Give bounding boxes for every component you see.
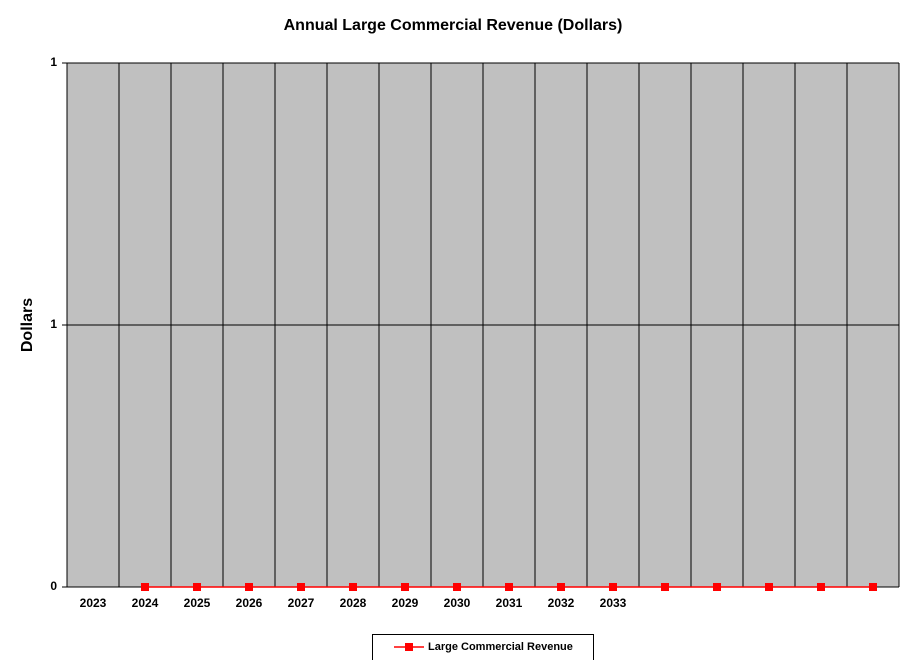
point-marker bbox=[661, 583, 669, 591]
point-marker bbox=[453, 583, 461, 591]
x-tick-label: 2029 bbox=[392, 596, 419, 610]
x-tick-label: 2028 bbox=[340, 596, 367, 610]
point-marker bbox=[505, 583, 513, 591]
point-marker bbox=[297, 583, 305, 591]
legend-label: Large Commercial Revenue bbox=[428, 641, 573, 653]
y-tick-label: 1 bbox=[50, 317, 57, 331]
x-tick-label: 2024 bbox=[132, 596, 159, 610]
point-marker bbox=[713, 583, 721, 591]
x-tick-label: 2023 bbox=[80, 596, 107, 610]
x-tick-label: 2030 bbox=[444, 596, 471, 610]
y-axis-label: Dollars bbox=[19, 298, 36, 352]
point-marker bbox=[245, 583, 253, 591]
point-marker bbox=[141, 583, 149, 591]
chart-title: Annual Large Commercial Revenue (Dollars… bbox=[284, 17, 623, 34]
x-tick-label: 2027 bbox=[288, 596, 315, 610]
point-marker bbox=[349, 583, 357, 591]
x-tick-label: 2026 bbox=[236, 596, 263, 610]
x-tick-label: 2032 bbox=[548, 596, 575, 610]
legend-marker bbox=[405, 643, 413, 651]
point-marker bbox=[193, 583, 201, 591]
x-tick-label: 2025 bbox=[184, 596, 211, 610]
y-tick-label: 1 bbox=[50, 55, 57, 69]
x-tick-label: 2033 bbox=[600, 596, 627, 610]
x-tick-label: 2031 bbox=[496, 596, 523, 610]
point-marker bbox=[401, 583, 409, 591]
point-marker bbox=[869, 583, 877, 591]
point-marker bbox=[817, 583, 825, 591]
point-marker bbox=[609, 583, 617, 591]
point-marker bbox=[765, 583, 773, 591]
y-tick-label: 0 bbox=[50, 579, 57, 593]
point-marker bbox=[557, 583, 565, 591]
